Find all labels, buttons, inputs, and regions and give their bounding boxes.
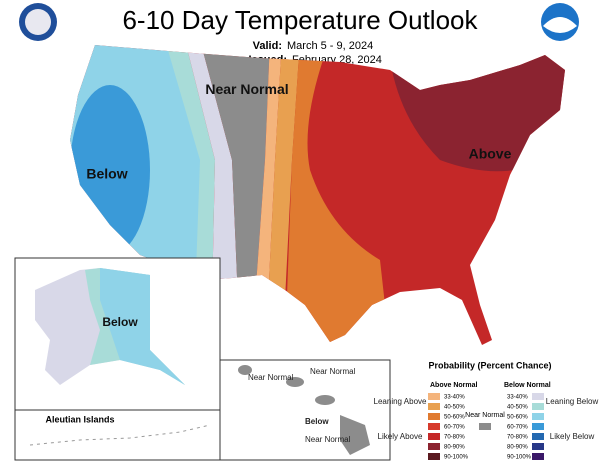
- title: 6-10 Day Temperature Outlook: [122, 5, 478, 35]
- legend-range: 33-40%: [507, 395, 528, 401]
- legend-swatch: [479, 423, 491, 430]
- aleutian-title: Aleutian Islands: [45, 414, 114, 424]
- legend-range: 90-100%: [444, 455, 469, 461]
- noaa-logo-bird: [543, 17, 577, 33]
- island: [315, 395, 335, 405]
- below-label: Below: [86, 166, 127, 182]
- legend-swatch: [428, 403, 440, 410]
- legend-range: 60-70%: [507, 425, 528, 431]
- island: [238, 365, 252, 375]
- legend-swatch: [428, 433, 440, 440]
- legend-swatch: [428, 413, 440, 420]
- legend-title: Probability (Percent Chance): [428, 360, 551, 370]
- legend-swatch: [532, 453, 544, 460]
- legend-range: 50-60%: [507, 415, 528, 421]
- legend: Probability (Percent Chance) Above Norma…: [374, 360, 599, 460]
- legend-swatch: [428, 393, 440, 400]
- legend-range: 50-60%: [444, 415, 465, 421]
- legend-swatch: [532, 403, 544, 410]
- legend-swatch: [532, 393, 544, 400]
- valid-dates: March 5 - 9, 2024: [287, 40, 373, 52]
- legend-range: 80-90%: [507, 445, 528, 451]
- aleutian-islands: [29, 424, 211, 446]
- hawaii-label: Near Normal: [248, 373, 294, 382]
- hawaii-label: Below: [305, 417, 329, 426]
- valid-label: Valid:: [253, 40, 282, 52]
- legend-range: 90-100%: [507, 455, 532, 461]
- legend-swatch: [428, 443, 440, 450]
- hawaii-label: Near Normal: [310, 367, 356, 376]
- legend-swatch: [532, 443, 544, 450]
- near-normal-label: Near Normal: [205, 81, 288, 97]
- legend-above-heading: Above Normal: [430, 382, 478, 389]
- doc-logo-inner: [25, 9, 51, 35]
- legend-range: 70-80%: [444, 435, 465, 441]
- legend-range: 70-80%: [507, 435, 528, 441]
- legend-swatch: [428, 453, 440, 460]
- alaska-below: [100, 268, 185, 385]
- legend-range: 60-70%: [444, 425, 465, 431]
- island: [286, 377, 304, 387]
- likely-below: Likely Below: [550, 432, 595, 441]
- alaska-below-label: Below: [102, 315, 138, 329]
- leaning-above: Leaning Above: [374, 397, 427, 406]
- above-label: Above: [469, 146, 512, 162]
- near-normal: Near Normal: [465, 412, 505, 419]
- legend-below-heading: Below Normal: [504, 382, 551, 389]
- legend-range: 80-90%: [444, 445, 465, 451]
- island: [340, 415, 370, 455]
- legend-range: 33-40%: [444, 395, 465, 401]
- hawaii-label: Near Normal: [305, 435, 351, 444]
- legend-swatch: [532, 433, 544, 440]
- leaning-below: Leaning Below: [546, 397, 599, 406]
- legend-range: 40-50%: [507, 405, 528, 411]
- likely-above: Likely Above: [378, 432, 423, 441]
- legend-range: 40-50%: [444, 405, 465, 411]
- legend-swatch: [428, 423, 440, 430]
- legend-swatch: [532, 423, 544, 430]
- aleutian-inset: [14, 409, 221, 461]
- legend-swatch: [532, 413, 544, 420]
